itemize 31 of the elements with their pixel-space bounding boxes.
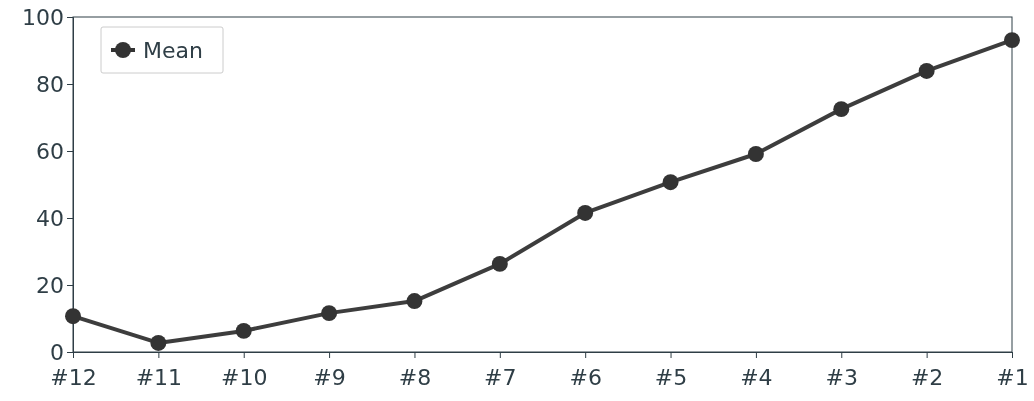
x-tick-label: #10 bbox=[221, 365, 268, 391]
point bbox=[662, 174, 679, 191]
x-tick-label: #2 bbox=[910, 365, 944, 391]
y-tick-label: 0 bbox=[50, 340, 64, 366]
x-tick-label: #5 bbox=[654, 365, 688, 391]
point bbox=[577, 205, 594, 221]
point bbox=[491, 255, 508, 272]
y-tick-label: 40 bbox=[36, 206, 64, 232]
x-tick-label: #4 bbox=[740, 365, 773, 391]
point bbox=[1004, 32, 1020, 49]
point bbox=[321, 305, 338, 322]
x-tick-label: #6 bbox=[569, 365, 602, 391]
point bbox=[406, 293, 423, 310]
point bbox=[918, 62, 935, 79]
x-tick-label: #8 bbox=[398, 365, 432, 391]
x-tick-label: #7 bbox=[484, 365, 517, 391]
point bbox=[833, 101, 850, 118]
x-tick-label: #9 bbox=[313, 365, 346, 391]
legend-label: Mean bbox=[143, 37, 203, 63]
x-tick-label: #12 bbox=[50, 365, 97, 391]
y-tick-label: 80 bbox=[36, 72, 64, 98]
y-tick-label: 60 bbox=[36, 139, 64, 165]
x-tick-label: #1 bbox=[996, 365, 1029, 391]
y-tick-label: 100 bbox=[22, 5, 64, 31]
y-tick-label: 20 bbox=[36, 273, 64, 299]
x-tick-label: #11 bbox=[135, 365, 183, 391]
point bbox=[150, 334, 167, 351]
point bbox=[747, 146, 764, 162]
point bbox=[65, 308, 81, 325]
point bbox=[235, 322, 252, 339]
x-tick-label: #3 bbox=[825, 365, 858, 391]
